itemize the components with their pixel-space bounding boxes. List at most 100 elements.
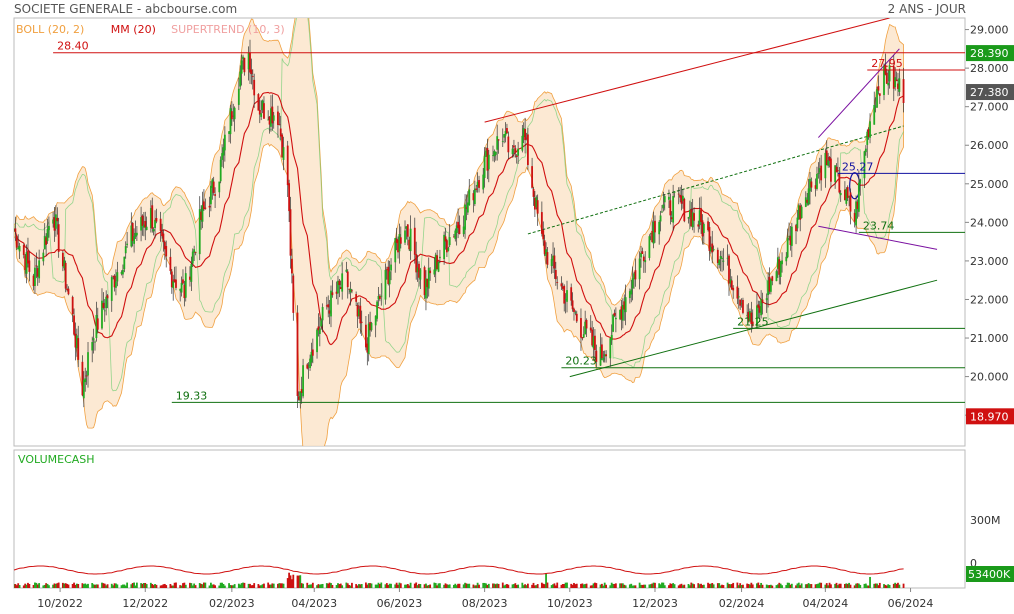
- volume-bar: [302, 583, 304, 588]
- volume-bar: [300, 583, 303, 588]
- candle-body: [482, 174, 485, 190]
- volume-bar: [221, 582, 223, 588]
- volume-bar: [189, 582, 191, 588]
- volume-bar: [251, 585, 254, 588]
- candle-body: [487, 154, 490, 170]
- candle-body: [367, 323, 370, 354]
- candle-body: [394, 238, 397, 263]
- candle-body: [648, 236, 651, 258]
- y-tick-label: 20.000: [970, 371, 1009, 384]
- volume-bar: [327, 583, 330, 588]
- candle-body: [25, 252, 28, 274]
- candle-body: [263, 103, 265, 119]
- candle-body: [85, 375, 88, 377]
- candle-body: [788, 235, 790, 237]
- candle-body: [531, 166, 533, 188]
- volume-bar: [524, 584, 527, 588]
- x-tick-label: 12/2023: [632, 597, 678, 610]
- chart-title: SOCIETE GENERALE - abcbourse.com: [14, 2, 238, 16]
- volume-bar: [14, 584, 17, 588]
- volume-bar: [151, 584, 154, 588]
- candle-body: [126, 243, 129, 245]
- volume-bar: [113, 583, 116, 588]
- candle-body: [130, 225, 133, 247]
- volume-bar: [141, 583, 144, 588]
- candle-body: [296, 312, 299, 396]
- candle-body: [701, 220, 704, 237]
- volume-bar: [830, 584, 832, 588]
- candle-body: [478, 180, 480, 188]
- volume-bar: [267, 582, 270, 588]
- volume-bar: [506, 584, 508, 588]
- volume-bar: [385, 583, 388, 588]
- candle-body: [123, 256, 126, 270]
- candle-body: [45, 237, 48, 245]
- candle-body: [485, 150, 487, 157]
- volume-bar: [525, 585, 528, 588]
- candle-body: [74, 333, 77, 348]
- candle-body: [110, 277, 113, 301]
- candle-body: [680, 195, 683, 204]
- candle-body: [46, 228, 49, 242]
- candle-body: [270, 108, 272, 127]
- candle-body: [848, 196, 850, 198]
- volume-bar: [767, 585, 769, 588]
- candle-body: [533, 198, 536, 210]
- candle-body: [141, 215, 144, 226]
- candle-body: [337, 280, 339, 294]
- candle-body: [378, 295, 381, 299]
- candle-body: [767, 280, 769, 296]
- candle-body: [571, 300, 574, 310]
- candle-body: [406, 224, 409, 237]
- candle-body: [786, 237, 789, 258]
- candle-body: [613, 312, 616, 316]
- candle-body: [883, 66, 885, 96]
- volume-bar: [277, 583, 279, 588]
- volume-bar: [487, 583, 490, 588]
- x-tick-label: 06/2023: [377, 597, 423, 610]
- candle-body: [229, 108, 232, 135]
- volume-bar: [126, 582, 129, 588]
- volume-bar: [478, 584, 480, 588]
- volume-bar: [789, 584, 792, 588]
- candle-body: [709, 246, 712, 252]
- volume-bar: [542, 583, 545, 588]
- volume-bar: [74, 584, 77, 588]
- candle-body: [81, 361, 84, 396]
- candle-body: [409, 228, 412, 252]
- volume-bar: [38, 583, 41, 588]
- volume-bar: [688, 585, 691, 588]
- volume-bar: [214, 585, 216, 588]
- volume-bar: [106, 584, 109, 588]
- volume-bar: [638, 582, 641, 588]
- y-tick-label: 23.000: [970, 255, 1009, 268]
- candle-body: [251, 76, 254, 77]
- candle-body: [898, 78, 901, 92]
- volume-bar: [563, 583, 566, 588]
- volume-bar: [719, 585, 722, 588]
- candle-body: [602, 357, 605, 361]
- volume-bar: [159, 585, 162, 588]
- candle-body: [198, 209, 201, 255]
- volume-bar: [709, 583, 712, 588]
- candle-body: [191, 251, 194, 264]
- volume-bar: [346, 583, 349, 588]
- candle-body: [525, 137, 528, 139]
- candle-body: [750, 312, 753, 325]
- volume-bar: [507, 584, 510, 588]
- volume-bar: [892, 583, 895, 588]
- candle-body: [144, 220, 147, 228]
- volume-bar: [846, 583, 849, 588]
- candle-body: [374, 315, 377, 326]
- candle-body: [351, 290, 353, 292]
- candle-body: [149, 208, 152, 228]
- candle-body: [452, 236, 455, 238]
- candle-body: [173, 279, 176, 283]
- candle-body: [504, 130, 507, 136]
- candle-body: [527, 134, 529, 166]
- volume-bar: [857, 583, 860, 588]
- candle-body: [115, 281, 117, 288]
- candle-body: [433, 269, 436, 275]
- volume-bar: [84, 583, 87, 588]
- volume-bar: [848, 582, 850, 588]
